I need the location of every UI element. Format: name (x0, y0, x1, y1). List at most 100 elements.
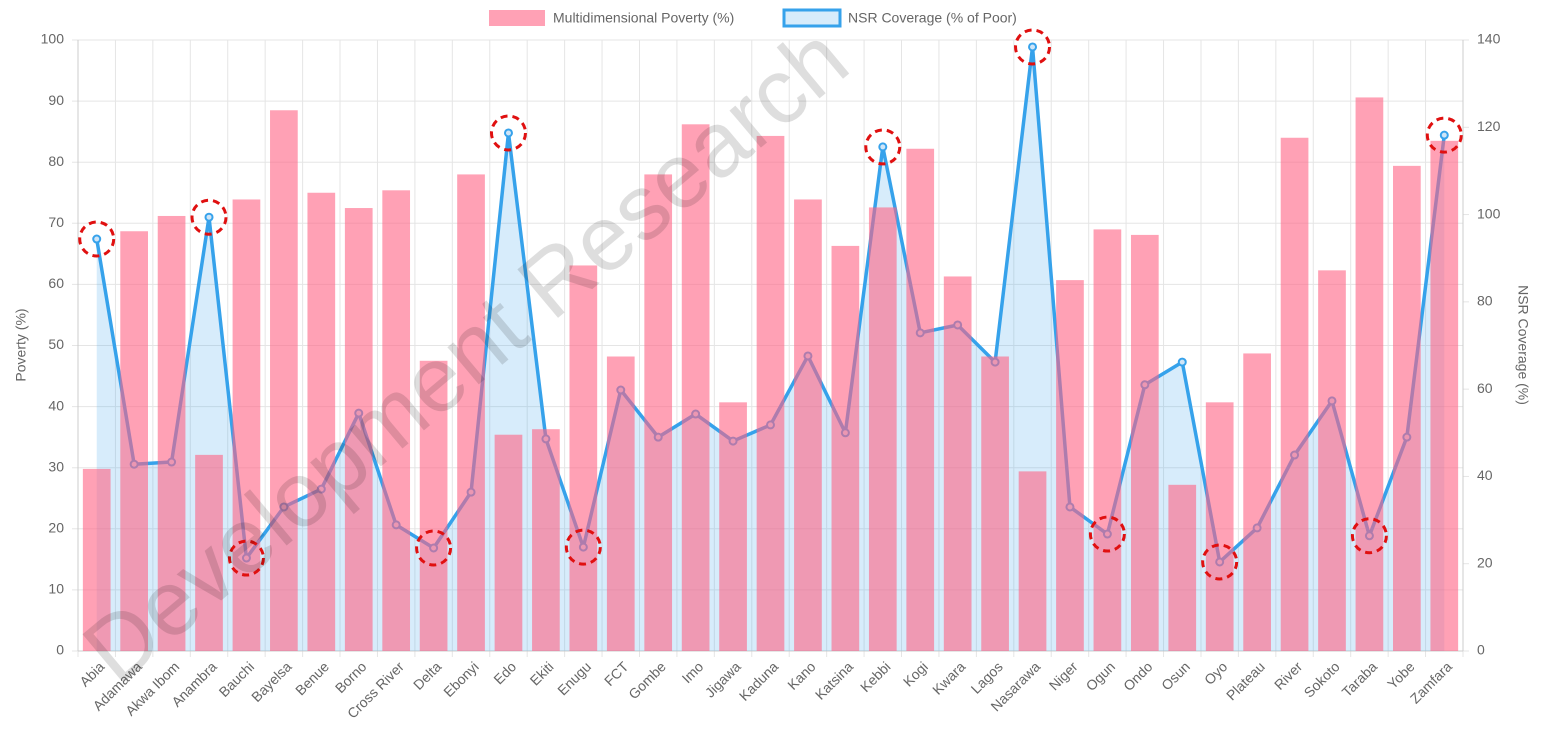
line-point (1028, 42, 1038, 52)
legend-swatch (782, 8, 842, 28)
x-tick-label: Yobe (1384, 658, 1418, 692)
bar (719, 402, 747, 651)
line-point (204, 212, 214, 222)
highlight-circle (1425, 116, 1463, 154)
x-tick-label: Ekiti (527, 658, 557, 688)
legend-label: Multidimensional Poverty (%) (553, 10, 734, 26)
bar (344, 208, 373, 651)
bar (1430, 140, 1459, 651)
x-tick-label: Ogun (1083, 658, 1119, 694)
y-tick-label: 70 (48, 214, 64, 230)
y-axis-title: Poverty (%) (13, 308, 29, 381)
x-tick-label: Kano (784, 658, 819, 693)
bar (494, 434, 523, 651)
y2-tick-label: 80 (1477, 293, 1493, 309)
highlight-circle (1350, 517, 1388, 555)
x-tick-label: Sokoto (1301, 658, 1343, 700)
x-tick-label: FCT (601, 658, 632, 689)
x-tick-label: Kwara (929, 658, 969, 698)
bar (943, 276, 972, 651)
bar (1393, 165, 1421, 651)
x-tick-label: Katsina (812, 658, 856, 702)
bar (981, 356, 1009, 651)
legend-label: NSR Coverage (% of Poor) (848, 10, 1017, 26)
y2-tick-label: 100 (1477, 205, 1501, 221)
y-tick-label: 30 (48, 458, 64, 474)
y-tick-label: 100 (41, 31, 65, 47)
bar (831, 245, 860, 652)
bar (157, 215, 186, 651)
x-tick-label: Kaduna (736, 658, 782, 704)
y-tick-label: 50 (48, 336, 64, 352)
line-point (1177, 357, 1187, 367)
bar (1056, 280, 1084, 651)
bar (794, 199, 822, 651)
x-tick-label: Benue (292, 658, 332, 698)
legend-swatch (489, 10, 545, 26)
x-tick-label: Kogi (900, 658, 931, 689)
highlight-circle (1201, 543, 1239, 581)
bar (569, 265, 598, 651)
highlight-circle (415, 529, 453, 567)
highlight-circle (864, 128, 902, 166)
bar (1018, 471, 1047, 651)
y2-tick-label: 40 (1477, 467, 1493, 483)
y2-tick-label: 0 (1477, 642, 1485, 658)
bar (1168, 484, 1197, 651)
highlight-circle (78, 220, 116, 258)
y2-tick-label: 20 (1477, 554, 1493, 570)
highlight-circle (564, 528, 602, 566)
bar (681, 124, 710, 652)
x-tick-label: Plateau (1223, 658, 1268, 703)
bar (756, 135, 785, 651)
x-tick-label: Edo (490, 658, 519, 687)
x-tick-label: Zamfara (1407, 658, 1455, 706)
x-tick-label: River (1271, 658, 1306, 693)
x-tick-label: Niger (1046, 658, 1081, 693)
y-tick-label: 90 (48, 92, 64, 108)
highlight-circle (190, 198, 228, 236)
x-tick-label: Gombe (625, 658, 669, 702)
y-tick-label: 10 (48, 581, 64, 597)
bar (1318, 270, 1346, 651)
x-tick-label: Osun (1158, 658, 1193, 693)
x-tick-label: Taraba (1339, 658, 1381, 700)
line-point (1439, 130, 1449, 140)
bar (868, 207, 897, 651)
y-tick-label: 80 (48, 153, 64, 169)
y2-tick-label: 140 (1477, 31, 1501, 47)
bar (1355, 97, 1384, 651)
bar (307, 192, 336, 651)
bar (606, 356, 635, 651)
x-tick-label: Kebbi (857, 658, 894, 695)
y2-tick-label: 120 (1477, 118, 1501, 134)
highlight-circle (227, 539, 265, 577)
bar (120, 231, 148, 652)
bar (195, 454, 223, 651)
y-tick-label: 60 (48, 275, 64, 291)
x-tick-label: Oyo (1201, 658, 1231, 688)
highlight-circle (1014, 28, 1052, 66)
bar (457, 174, 485, 652)
x-tick-label: Bayelsa (248, 658, 295, 705)
line-point (92, 234, 102, 244)
highlight-circle (1088, 515, 1126, 553)
y2-tick-label: 60 (1477, 380, 1493, 396)
y-tick-label: 20 (48, 520, 64, 536)
x-tick-label: Ebonyi (440, 658, 482, 700)
bar (382, 190, 411, 651)
bar (82, 468, 111, 651)
y2-axis-title: NSR Coverage (%) (1515, 285, 1531, 405)
x-tick-label: Delta (410, 658, 445, 693)
highlight-circle (489, 114, 527, 152)
bar (644, 174, 673, 652)
bar (1130, 234, 1159, 651)
y-tick-label: 0 (56, 642, 64, 658)
bar (1243, 353, 1271, 651)
x-tick-label: Ondo (1120, 658, 1156, 694)
bar (1205, 402, 1234, 651)
bar (1093, 229, 1122, 651)
x-tick-label: Imo (679, 658, 707, 686)
bar (270, 110, 298, 651)
